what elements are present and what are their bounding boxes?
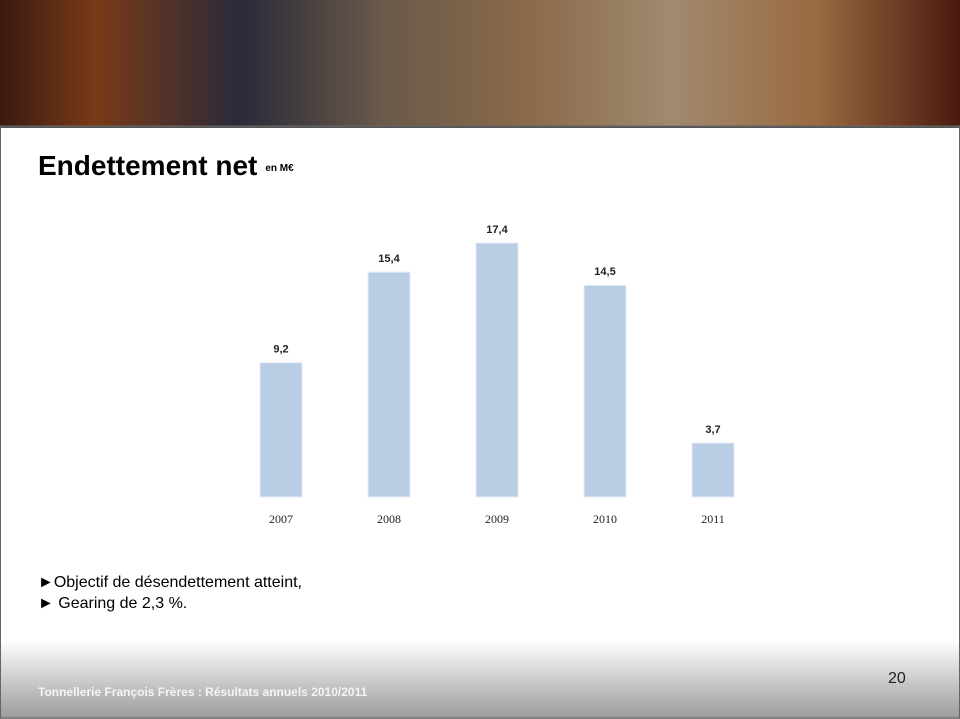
bullet: ►Objectif de désendettement atteint, [38, 574, 302, 591]
page-number: 20 [888, 670, 906, 687]
chart-title-group: Endettement net en M€ [38, 150, 294, 181]
value-label: 14,5 [594, 266, 615, 278]
bar [583, 284, 627, 498]
bar [691, 442, 735, 498]
banner-rule [0, 126, 960, 128]
value-label: 15,4 [378, 253, 400, 265]
bullets: ►Objectif de désendettement atteint, ► Ge… [38, 574, 302, 612]
value-label: 17,4 [486, 224, 508, 236]
x-tick-label: 2007 [269, 512, 293, 526]
value-label: 9,2 [273, 344, 288, 356]
bar [475, 242, 519, 498]
banner [0, 0, 960, 126]
bar [367, 271, 411, 498]
x-tick-label: 2008 [377, 512, 401, 526]
chart-title: Endettement net [38, 150, 257, 181]
x-tick-label: 2009 [485, 512, 509, 526]
footer: Tonnellerie François Frères : Résultats … [38, 685, 368, 699]
value-label: 3,7 [705, 424, 720, 436]
chart-subtitle: en M€ [265, 163, 294, 174]
bullet: ► Gearing de 2,3 %. [38, 595, 187, 612]
bar [259, 362, 303, 498]
footer-band [0, 640, 960, 719]
x-tick-label: 2011 [701, 512, 725, 526]
x-tick-label: 2010 [593, 512, 617, 526]
